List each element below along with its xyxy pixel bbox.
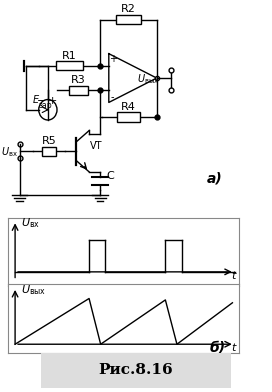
Text: R5: R5 xyxy=(42,136,56,146)
Bar xyxy=(116,15,141,24)
Text: а): а) xyxy=(207,172,222,186)
Text: $U_{\rm вых}$: $U_{\rm вых}$ xyxy=(137,73,159,86)
Text: $U_{\rm вых}$: $U_{\rm вых}$ xyxy=(21,283,46,297)
Text: -: - xyxy=(111,92,115,102)
Text: R3: R3 xyxy=(71,75,86,85)
Text: б): б) xyxy=(209,340,225,354)
Text: $t$: $t$ xyxy=(231,341,238,353)
Bar xyxy=(117,113,140,122)
Text: −: − xyxy=(37,96,47,106)
Text: VT: VT xyxy=(90,141,103,151)
Bar xyxy=(56,61,83,71)
Text: +: + xyxy=(48,96,57,106)
FancyBboxPatch shape xyxy=(37,352,235,389)
Text: R4: R4 xyxy=(121,102,136,112)
Text: C: C xyxy=(107,171,114,181)
Text: E: E xyxy=(33,95,39,105)
Text: R1: R1 xyxy=(62,51,77,60)
Text: $t$: $t$ xyxy=(231,269,238,281)
Bar xyxy=(42,147,56,156)
Text: R2: R2 xyxy=(121,4,136,14)
Bar xyxy=(69,85,88,95)
Text: зар: зар xyxy=(38,101,52,110)
Text: Рис.8.16: Рис.8.16 xyxy=(99,363,173,377)
Text: $U_{\rm вх}$: $U_{\rm вх}$ xyxy=(1,145,18,159)
Text: $U_{\rm вх}$: $U_{\rm вх}$ xyxy=(21,216,40,230)
Text: +: + xyxy=(109,54,117,64)
